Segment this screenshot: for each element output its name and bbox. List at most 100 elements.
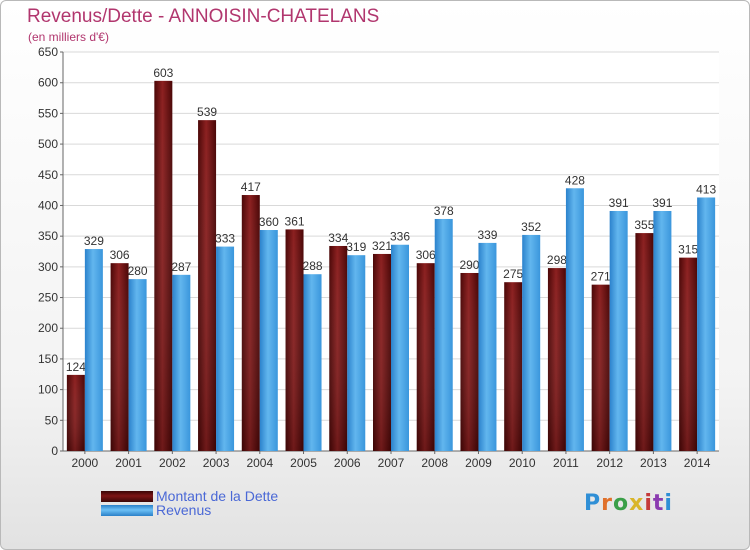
bar-revenus <box>565 188 584 451</box>
bar-revenus <box>522 234 541 451</box>
data-label-revenus: 333 <box>215 232 235 246</box>
data-label-revenus: 360 <box>259 215 279 229</box>
x-tick-label: 2014 <box>684 456 711 470</box>
bar-revenus <box>434 218 453 451</box>
data-label-dette: 306 <box>110 248 130 262</box>
data-label-dette: 290 <box>459 258 479 272</box>
bar-dette-shade <box>285 229 304 451</box>
y-tick-label: 200 <box>38 321 58 335</box>
data-label-revenus: 280 <box>128 264 148 278</box>
legend-swatch-dette <box>101 490 153 502</box>
y-tick-label: 500 <box>38 137 58 151</box>
data-label-dette: 361 <box>285 214 305 228</box>
x-tick-label: 2005 <box>290 456 317 470</box>
data-label-revenus: 413 <box>696 182 716 196</box>
bar-dette-shade <box>110 263 129 451</box>
data-label-revenus: 287 <box>171 260 191 274</box>
y-tick-label: 350 <box>38 229 58 243</box>
data-label-revenus: 352 <box>521 220 541 234</box>
x-tick-label: 2002 <box>159 456 186 470</box>
y-tick-label: 100 <box>38 383 58 397</box>
data-label-dette: 334 <box>328 231 348 245</box>
data-label-revenus: 391 <box>609 196 629 210</box>
data-label-revenus: 319 <box>346 240 366 254</box>
legend-item-revenus: Revenus <box>101 502 212 518</box>
bar-dette-shade <box>460 272 479 451</box>
bar-dette-shade <box>198 120 217 451</box>
bar-revenus <box>172 274 191 451</box>
data-label-revenus: 288 <box>303 259 323 273</box>
y-tick-label: 650 <box>38 45 58 59</box>
x-tick-label: 2009 <box>465 456 492 470</box>
data-label-dette: 603 <box>153 66 173 80</box>
data-label-dette: 321 <box>372 239 392 253</box>
data-label-dette: 306 <box>416 248 436 262</box>
bar-dette-shade <box>635 233 654 451</box>
bar-dette-shade <box>66 374 85 451</box>
data-label-dette: 355 <box>634 218 654 232</box>
bar-dette-shade <box>154 80 173 451</box>
legend-item-dette: Montant de la Dette <box>101 488 279 504</box>
data-label-dette: 124 <box>66 360 86 374</box>
legend-swatch-revenus <box>101 504 153 516</box>
data-label-dette: 298 <box>547 253 567 267</box>
data-label-dette: 275 <box>503 267 523 281</box>
bar-dette-shade <box>373 253 391 451</box>
data-label-dette: 315 <box>678 243 698 257</box>
x-tick-label: 2012 <box>596 456 623 470</box>
bar-revenus <box>478 242 497 451</box>
data-label-dette: 271 <box>591 270 611 284</box>
x-tick-label: 2004 <box>246 456 273 470</box>
bar-dette-shade <box>416 263 435 451</box>
bar-revenus <box>128 279 147 451</box>
bar-revenus <box>697 197 716 451</box>
x-tick-label: 2011 <box>553 456 579 470</box>
y-tick-label: 300 <box>38 260 58 274</box>
bar-dette-shade <box>679 257 698 451</box>
data-label-revenus: 336 <box>390 230 410 244</box>
bar-revenus <box>653 210 672 451</box>
bar-revenus <box>391 244 409 451</box>
bar-revenus <box>216 246 235 451</box>
bar-revenus <box>303 274 322 451</box>
chart-title: Revenus/Dette - ANNOISIN-CHATELANS <box>27 6 380 27</box>
bar-dette-shade <box>241 195 260 451</box>
x-tick-label: 2001 <box>115 456 142 470</box>
proxiti-logo: Proxiti <box>584 491 673 516</box>
bar-dette-shade <box>329 245 348 451</box>
bar-revenus <box>347 255 366 451</box>
data-label-revenus: 378 <box>434 204 454 218</box>
x-tick-label: 2008 <box>421 456 448 470</box>
y-tick-label: 550 <box>38 106 58 120</box>
bar-revenus <box>84 249 103 451</box>
bar-dette-shade <box>547 268 566 451</box>
data-label-revenus: 329 <box>84 234 104 248</box>
x-tick-label: 2000 <box>72 456 99 470</box>
data-label-dette: 417 <box>241 180 261 194</box>
x-tick-label: 2003 <box>203 456 230 470</box>
chart-subtitle: (en milliers d'€) <box>28 30 109 44</box>
y-tick-label: 400 <box>38 198 58 212</box>
bar-revenus <box>609 210 628 451</box>
y-tick-label: 0 <box>51 444 58 458</box>
x-tick-label: 2007 <box>378 456 405 470</box>
legend-label-dette: Montant de la Dette <box>156 488 279 504</box>
x-tick-label: 2010 <box>509 456 536 470</box>
legend-label-revenus: Revenus <box>156 502 212 518</box>
x-tick-label: 2013 <box>640 456 667 470</box>
y-tick-label: 450 <box>38 168 58 182</box>
y-tick-label: 150 <box>38 352 58 366</box>
data-label-dette: 539 <box>197 105 217 119</box>
data-label-revenus: 339 <box>477 228 497 242</box>
data-label-revenus: 428 <box>565 173 585 187</box>
y-tick-label: 50 <box>45 413 59 427</box>
y-tick-label: 250 <box>38 291 58 305</box>
data-label-revenus: 391 <box>652 196 672 210</box>
bar-dette-shade <box>591 284 610 451</box>
bar-dette-shade <box>504 282 523 451</box>
x-tick-label: 2006 <box>334 456 361 470</box>
bar-revenus <box>259 230 278 451</box>
y-tick-label: 600 <box>38 76 58 90</box>
